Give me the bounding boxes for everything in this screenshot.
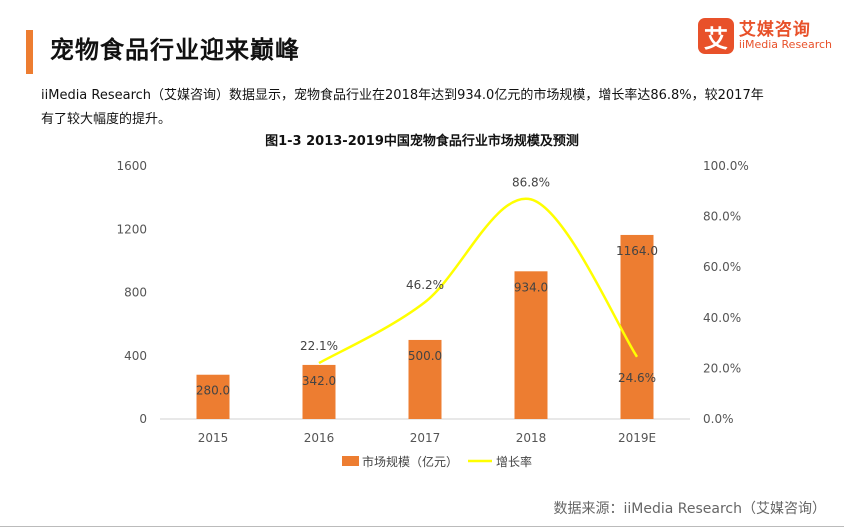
y-right-tick-label: 80.0% — [703, 210, 741, 224]
logo-name-cn: 艾媒咨询 — [738, 19, 811, 40]
y-left-tick-label: 800 — [124, 286, 147, 300]
page-title: 宠物食品行业迎来巅峰 — [50, 36, 300, 64]
line-value-label: 22.1% — [300, 339, 338, 353]
y-left-tick-label: 0 — [139, 412, 147, 426]
legend-line-label: 增长率 — [496, 454, 532, 469]
bar — [196, 374, 230, 419]
bar — [514, 271, 548, 419]
x-tick-label: 2017 — [410, 431, 441, 445]
bar — [620, 234, 654, 419]
bar-value-label: 934.0 — [514, 280, 548, 294]
y-right-tick-label: 100.0% — [703, 159, 749, 173]
description-line-1: iiMedia Research（艾媒咨询）数据显示，宠物食品行业在2018年达… — [41, 88, 764, 103]
x-tick-label: 2019E — [618, 431, 656, 445]
legend-bar-swatch — [342, 456, 359, 466]
y-left-tick-label: 1600 — [116, 159, 147, 173]
bar-value-label: 500.0 — [408, 349, 442, 363]
title-accent-bar — [26, 30, 33, 74]
x-tick-label: 2016 — [304, 431, 335, 445]
y-right-tick-label: 60.0% — [703, 260, 741, 274]
description: iiMedia Research（艾媒咨询）数据显示，宠物食品行业在2018年达… — [41, 84, 811, 132]
description-line-2: 有了较大幅度的提升。 — [41, 112, 172, 127]
brand-logo: 艾 艾媒咨询 iiMedia Research — [697, 18, 832, 54]
y-left-tick-label: 1200 — [116, 222, 147, 236]
legend-bar-label: 市场规模（亿元） — [362, 454, 458, 469]
line-value-label: 46.2% — [406, 278, 444, 292]
y-left-tick-label: 400 — [124, 349, 147, 363]
bar — [408, 339, 442, 419]
line-value-label: 86.8% — [512, 175, 550, 189]
x-tick-label: 2015 — [198, 431, 229, 445]
y-right-tick-label: 40.0% — [703, 311, 741, 325]
bar-value-label: 1164.0 — [616, 244, 658, 258]
logo-mark-icon: 艾 — [697, 18, 734, 54]
y-right-tick-label: 0.0% — [703, 412, 734, 426]
bottom-divider — [0, 526, 844, 527]
logo-name-en: iiMedia Research — [738, 38, 832, 52]
growth-rate-line — [318, 197, 639, 365]
x-tick-label: 2018 — [516, 431, 547, 445]
logo-text: 艾媒咨询 iiMedia Research — [738, 19, 832, 52]
chart-title: 图1-3 2013-2019中国宠物食品行业市场规模及预测 — [265, 134, 579, 149]
bar-value-label: 280.0 — [196, 384, 230, 398]
y-right-tick-label: 20.0% — [703, 361, 741, 375]
bar-value-label: 342.0 — [302, 374, 336, 388]
line-value-label: 24.6% — [618, 371, 656, 385]
data-source: 数据来源：iiMedia Research（艾媒咨询） — [553, 501, 827, 517]
bar — [302, 364, 336, 419]
